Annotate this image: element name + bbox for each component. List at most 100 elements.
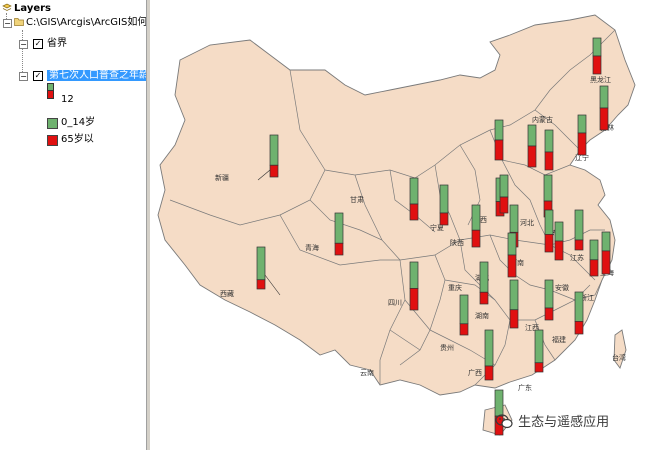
- bar-old-gansu: [409, 203, 419, 221]
- province-label: 陕西: [450, 238, 464, 247]
- province-border-17: [429, 329, 496, 366]
- tree-line: [22, 30, 23, 76]
- province-border-19: [534, 319, 556, 361]
- bar-old-guizhou: [459, 323, 469, 336]
- bar-young-xinjiang: [269, 134, 279, 166]
- bar-old-guangdong: [534, 362, 544, 373]
- bar-young-neimenggu: [494, 119, 504, 141]
- bar-old-neimenggu: [494, 139, 504, 161]
- bar-young-beijing: [527, 124, 537, 147]
- bar-young-shanghai: [601, 231, 611, 252]
- bar-young-qinghai: [334, 212, 344, 244]
- province-label: 宁夏: [430, 223, 444, 232]
- bar-old-shandong: [544, 234, 554, 253]
- bar-old-jiangsu: [554, 240, 564, 261]
- province-border-10: [501, 159, 571, 176]
- province-label: 江苏: [570, 253, 584, 262]
- size-legend-value: 12: [61, 94, 74, 105]
- province-border-2: [309, 199, 401, 261]
- collapse-layer2-toggle[interactable]: −: [19, 72, 28, 81]
- bar-young-zhejiang: [589, 239, 599, 261]
- bar-young-hubei: [499, 174, 509, 198]
- leader-lines: [257, 169, 281, 296]
- legend-swatch-65-plus: [47, 135, 58, 146]
- bar-old-fujian: [574, 321, 584, 335]
- bar-young-gansu: [409, 177, 419, 205]
- province-label: 河南: [510, 258, 524, 267]
- province-label: 贵州: [440, 343, 454, 352]
- bar-old-yunnan: [479, 291, 489, 305]
- layers-root[interactable]: Layers: [2, 2, 51, 15]
- bar-young-jiangxi: [544, 279, 554, 309]
- bar-old-shanghai: [601, 250, 611, 275]
- bar-young-henan: [509, 204, 519, 233]
- leader-line-xizang: [264, 274, 281, 296]
- bar-young-guizhou: [459, 294, 469, 325]
- bar-young-hebei: [543, 174, 553, 202]
- province-label: 广西: [468, 368, 482, 377]
- province-label: 安徽: [555, 283, 569, 292]
- size-legend-symbol: [47, 83, 54, 99]
- bar-old-sichuan: [409, 288, 419, 311]
- legend-label-65-plus: 65岁以: [61, 134, 94, 145]
- bar-old-jiangxi: [544, 307, 554, 321]
- province-label: 广东: [518, 383, 532, 392]
- province-border-4: [354, 174, 383, 241]
- layer2-label-selected[interactable]: 第七次人口普查之年龄: [47, 69, 146, 82]
- layers-icon: [2, 3, 12, 12]
- layer2-visibility-checkbox[interactable]: ✓: [33, 71, 43, 81]
- population-bar-symbols: [256, 37, 611, 436]
- layer1-label[interactable]: 省界: [47, 38, 67, 49]
- bar-old-chongqing: [507, 254, 517, 278]
- bar-young-guangdong: [534, 329, 544, 364]
- collapse-layer1-toggle[interactable]: −: [19, 40, 28, 49]
- province-border-0: [169, 69, 326, 226]
- bar-young-liaoning: [577, 114, 587, 134]
- map-view[interactable]: 新疆西藏青海甘肃四川宁夏陕西山西内蒙古黑龙江吉林辽宁河北山东河南湖北重庆贵州云南…: [150, 0, 660, 450]
- bar-young-shaanxi: [471, 204, 481, 231]
- legend-swatch-0-14: [47, 118, 58, 129]
- bar-old-xinjiang: [269, 164, 279, 178]
- bar-young-heilongjiang: [592, 37, 602, 57]
- province-border-5: [389, 169, 436, 233]
- province-label: 四川: [388, 299, 402, 307]
- province-label: 黑龙江: [590, 75, 611, 84]
- bar-old-hubei: [499, 196, 509, 214]
- bar-young-hunan: [509, 279, 519, 311]
- province-border-3: [279, 214, 400, 266]
- watermark-text: 生态与遥感应用: [518, 415, 610, 430]
- taiwan-island: [613, 329, 627, 369]
- folder-path-label: C:\GIS\Arcgis\ArcGIS如何: [26, 17, 146, 28]
- data-frame-folder[interactable]: C:\GIS\Arcgis\ArcGIS如何: [14, 16, 146, 29]
- bar-old-jilin: [599, 107, 609, 131]
- province-label: 内蒙古: [532, 115, 553, 124]
- bar-young-fujian: [574, 291, 584, 322]
- province-border-23: [549, 289, 576, 301]
- bar-old-beijing: [527, 145, 537, 168]
- china-map: 新疆西藏青海甘肃四川宁夏陕西山西内蒙古黑龙江吉林辽宁河北山东河南湖北重庆贵州云南…: [157, 14, 636, 436]
- bar-young-sichuan: [409, 261, 419, 289]
- province-label: 西藏: [220, 289, 234, 298]
- bar-old-zhejiang: [589, 259, 599, 277]
- panel-splitter[interactable]: [146, 0, 150, 450]
- province-label: 江西: [525, 324, 539, 332]
- leader-line-xinjiang: [257, 169, 271, 181]
- bar-old-guangxi: [484, 365, 494, 381]
- wechat-icon: [495, 414, 513, 429]
- bar-young-guangxi: [484, 329, 494, 367]
- bar-old-liaoning: [577, 132, 587, 156]
- province-label: 河北: [520, 219, 534, 227]
- bar-old-heilongjiang: [592, 55, 602, 75]
- province-label: 青海: [305, 243, 319, 252]
- bar-young-tianjin: [544, 129, 554, 153]
- bar-young-jiangsu: [554, 221, 564, 242]
- layer1-visibility-checkbox[interactable]: ✓: [33, 39, 43, 49]
- province-label: 云南: [360, 368, 374, 377]
- bar-young-ningxia: [439, 184, 449, 214]
- province-label: 湖南: [475, 311, 489, 320]
- province-border-9: [534, 109, 581, 151]
- bar-young-yunnan: [479, 261, 489, 293]
- legend-label-0-14: 0_14岁: [61, 117, 96, 128]
- folder-icon: [14, 17, 24, 26]
- collapse-folder-toggle[interactable]: −: [3, 19, 12, 28]
